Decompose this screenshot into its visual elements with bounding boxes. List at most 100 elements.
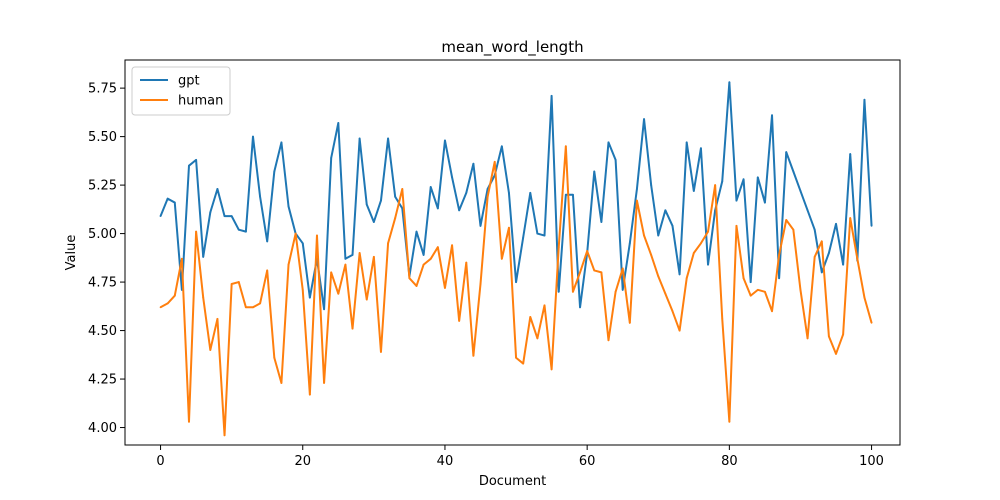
- legend-label-human: human: [178, 94, 223, 109]
- data-point-gpt: [692, 190, 695, 192]
- data-point-gpt: [444, 139, 446, 142]
- data-point-human: [287, 263, 290, 266]
- data-point-gpt: [223, 215, 226, 218]
- data-point-human: [451, 244, 453, 247]
- data-point-human: [714, 184, 717, 187]
- data-point-human: [436, 246, 439, 249]
- data-point-human: [266, 269, 269, 272]
- data-point-gpt: [557, 290, 560, 293]
- data-point-human: [358, 252, 361, 254]
- data-point-gpt: [337, 122, 340, 124]
- data-point-gpt: [572, 193, 574, 196]
- plot-frame: [124, 59, 901, 446]
- data-point-gpt: [870, 224, 873, 227]
- data-point-human: [515, 356, 517, 359]
- data-point-human: [572, 290, 574, 293]
- data-point-gpt: [828, 252, 830, 254]
- data-point-gpt: [550, 94, 553, 97]
- data-point-gpt: [394, 195, 397, 198]
- data-point-human: [685, 277, 688, 280]
- data-point-human: [522, 362, 525, 365]
- data-point-gpt: [351, 254, 354, 256]
- data-point-human: [692, 252, 695, 254]
- data-point-gpt: [259, 195, 261, 198]
- data-point-gpt: [173, 201, 176, 204]
- data-point-human: [678, 329, 681, 332]
- data-point-human: [237, 281, 240, 283]
- data-point-gpt: [344, 257, 347, 260]
- data-point-human: [230, 283, 233, 285]
- y-tick-label: 5.00: [88, 227, 117, 242]
- data-point-human: [842, 333, 845, 336]
- data-point-gpt: [835, 222, 837, 225]
- data-point-human: [636, 199, 638, 202]
- data-point-gpt: [252, 135, 254, 138]
- data-point-human: [344, 263, 347, 266]
- data-point-gpt: [707, 263, 709, 266]
- data-point-human: [671, 310, 674, 313]
- data-point-gpt: [543, 234, 546, 237]
- data-point-human: [387, 242, 389, 245]
- data-point-human: [486, 195, 489, 198]
- data-point-human: [280, 382, 283, 384]
- data-point-human: [643, 234, 645, 237]
- data-point-gpt: [678, 273, 681, 276]
- data-point-human: [756, 288, 759, 291]
- data-point-human: [202, 296, 205, 299]
- data-point-human: [493, 160, 496, 163]
- data-point-human: [351, 327, 354, 330]
- data-point-human: [536, 337, 539, 340]
- data-point-gpt: [237, 228, 240, 231]
- data-point-gpt: [188, 164, 190, 167]
- data-point-gpt: [372, 221, 375, 223]
- data-point-human: [657, 275, 660, 278]
- data-point-human: [316, 234, 318, 237]
- data-point-human: [564, 145, 567, 148]
- data-point-human: [159, 306, 162, 309]
- data-point-human: [365, 298, 368, 301]
- data-point-gpt: [330, 157, 333, 159]
- data-point-human: [828, 335, 830, 338]
- data-point-gpt: [621, 288, 624, 291]
- data-point-human: [394, 217, 397, 219]
- data-point-human: [294, 232, 297, 235]
- data-point-human: [870, 321, 873, 324]
- data-point-gpt: [849, 153, 852, 155]
- data-point-gpt: [863, 98, 866, 101]
- data-point-gpt: [650, 184, 653, 187]
- data-point-gpt: [735, 199, 738, 202]
- data-point-human: [479, 283, 482, 285]
- y-tick-label: 4.50: [88, 324, 117, 339]
- data-point-human: [380, 351, 382, 353]
- data-point-gpt: [244, 230, 247, 233]
- data-point-gpt: [785, 151, 788, 154]
- data-point-gpt: [842, 263, 845, 266]
- data-point-human: [472, 354, 475, 357]
- data-point-gpt: [820, 271, 823, 274]
- data-point-human: [401, 188, 404, 190]
- data-point-human: [330, 271, 333, 274]
- y-tick-label: 5.75: [88, 82, 117, 97]
- data-point-gpt: [515, 281, 517, 283]
- data-point-human: [721, 318, 724, 320]
- data-point-human: [180, 257, 183, 260]
- data-point-human: [849, 217, 852, 219]
- data-point-human: [444, 287, 446, 289]
- data-point-human: [600, 271, 603, 274]
- legend-label-gpt: gpt: [178, 74, 200, 89]
- data-point-human: [429, 257, 432, 260]
- data-point-human: [173, 294, 176, 297]
- data-point-human: [820, 240, 823, 243]
- data-point-human: [458, 319, 461, 322]
- data-point-human: [792, 228, 795, 231]
- data-point-gpt: [429, 186, 432, 188]
- data-point-human: [422, 263, 425, 266]
- data-point-human: [223, 434, 226, 437]
- data-point-human: [259, 302, 261, 305]
- data-point-human: [529, 316, 532, 318]
- data-point-human: [735, 224, 738, 227]
- data-point-gpt: [508, 191, 510, 194]
- data-point-human: [607, 339, 610, 342]
